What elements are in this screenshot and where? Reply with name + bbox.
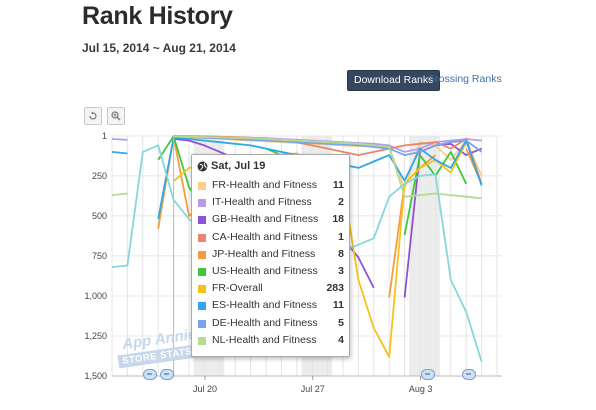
y-tick-label: 500	[92, 211, 107, 221]
x-tick-label: Jul 27	[301, 384, 325, 394]
series-line	[111, 135, 482, 200]
zoom-in-button[interactable]	[107, 107, 125, 125]
tooltip-row: ES-Health and Fitness 11	[197, 297, 346, 314]
series-swatch	[198, 285, 206, 294]
event-flag-icon[interactable]	[462, 369, 476, 380]
grossing-ranks-link[interactable]: Grossing Ranks	[427, 73, 502, 85]
chart-tooltip: Sat, Jul 19 FR-Health and Fitness 11 IT-He…	[191, 154, 350, 357]
tooltip-series-value: 3	[338, 264, 344, 277]
tooltip-series-name: IT-Health and Fitness	[212, 196, 312, 209]
tooltip-header: Sat, Jul 19	[197, 160, 265, 174]
series-swatch	[198, 319, 206, 328]
series-swatch	[198, 250, 206, 259]
series-swatch	[198, 182, 206, 190]
tooltip-series-name: US-Health and Fitness	[212, 264, 318, 277]
tooltip-series-value: 4	[338, 333, 344, 346]
series-swatch	[198, 336, 206, 345]
tooltip-row: FR-Overall 283	[197, 280, 346, 297]
tooltip-series-value: 283	[326, 282, 344, 295]
tooltip-row: JP-Health and Fitness 8	[197, 246, 346, 263]
y-tick-label: 1,250	[84, 331, 107, 341]
y-tick-label: 250	[92, 171, 107, 181]
x-tick-label: Jul 20	[193, 384, 217, 394]
tooltip-row: US-Health and Fitness 3	[197, 263, 346, 280]
tooltip-series-value: 8	[338, 247, 344, 260]
tooltip-series-name: JP-Health and Fitness	[212, 247, 316, 260]
zoom-in-icon	[111, 111, 121, 121]
tooltip-row: NL-Health and Fitness 4	[197, 332, 346, 349]
series-swatch	[198, 216, 206, 225]
tooltip-series-value: 18	[332, 213, 344, 226]
tooltip-series-name: GB-Health and Fitness	[212, 213, 319, 226]
tooltip-row: GB-Health and Fitness 18	[197, 211, 346, 228]
tooltip-series-name: FR-Overall	[212, 282, 263, 295]
series-swatch	[198, 199, 206, 208]
y-tick-label: 750	[92, 251, 107, 261]
x-tick-label: Aug 3	[409, 384, 433, 394]
series-line	[173, 135, 483, 156]
series-swatch	[198, 267, 206, 276]
reset-zoom-button[interactable]	[84, 107, 102, 125]
tooltip-row: IT-Health and Fitness 2	[197, 194, 346, 211]
page-title: Rank History	[82, 2, 233, 30]
tooltip-series-value: 2	[338, 196, 344, 209]
event-flag-icon[interactable]	[143, 369, 157, 380]
tooltip-series-name: DE-Health and Fitness	[212, 316, 318, 329]
tooltip-series-value: 1	[338, 230, 344, 243]
globe-icon	[197, 161, 208, 172]
series-swatch	[198, 302, 206, 311]
tooltip-series-value: 11	[332, 299, 344, 312]
series-swatch	[198, 233, 206, 242]
y-tick-label: 1,500	[84, 371, 107, 381]
tooltip-date: Sat, Jul 19	[211, 160, 266, 172]
tooltip-series-name: FR-Health and Fitness	[212, 179, 318, 191]
event-flag-icon[interactable]	[421, 369, 435, 380]
tooltip-series-value: 5	[338, 316, 344, 329]
tooltip-series-name: NL-Health and Fitness	[212, 333, 317, 346]
date-range: Jul 15, 2014 ~ Aug 21, 2014	[82, 41, 236, 55]
y-tick-label: 1	[102, 131, 107, 141]
reset-zoom-icon	[89, 111, 97, 120]
tooltip-row: CA-Health and Fitness 1	[197, 229, 346, 246]
tooltip-row: FR-Health and Fitness 11	[197, 177, 346, 194]
y-tick-label: 1,000	[84, 291, 107, 301]
tooltip-series-value: 11	[332, 179, 344, 191]
tooltip-row: DE-Health and Fitness 5	[197, 315, 346, 332]
download-ranks-button[interactable]: Download Ranks	[347, 70, 441, 91]
event-flag-icon[interactable]	[160, 369, 174, 380]
tooltip-series-name: CA-Health and Fitness	[212, 230, 318, 243]
tooltip-rows: FR-Health and Fitness 11 IT-Health and Fit…	[197, 177, 346, 349]
tooltip-series-name: ES-Health and Fitness	[212, 299, 318, 312]
